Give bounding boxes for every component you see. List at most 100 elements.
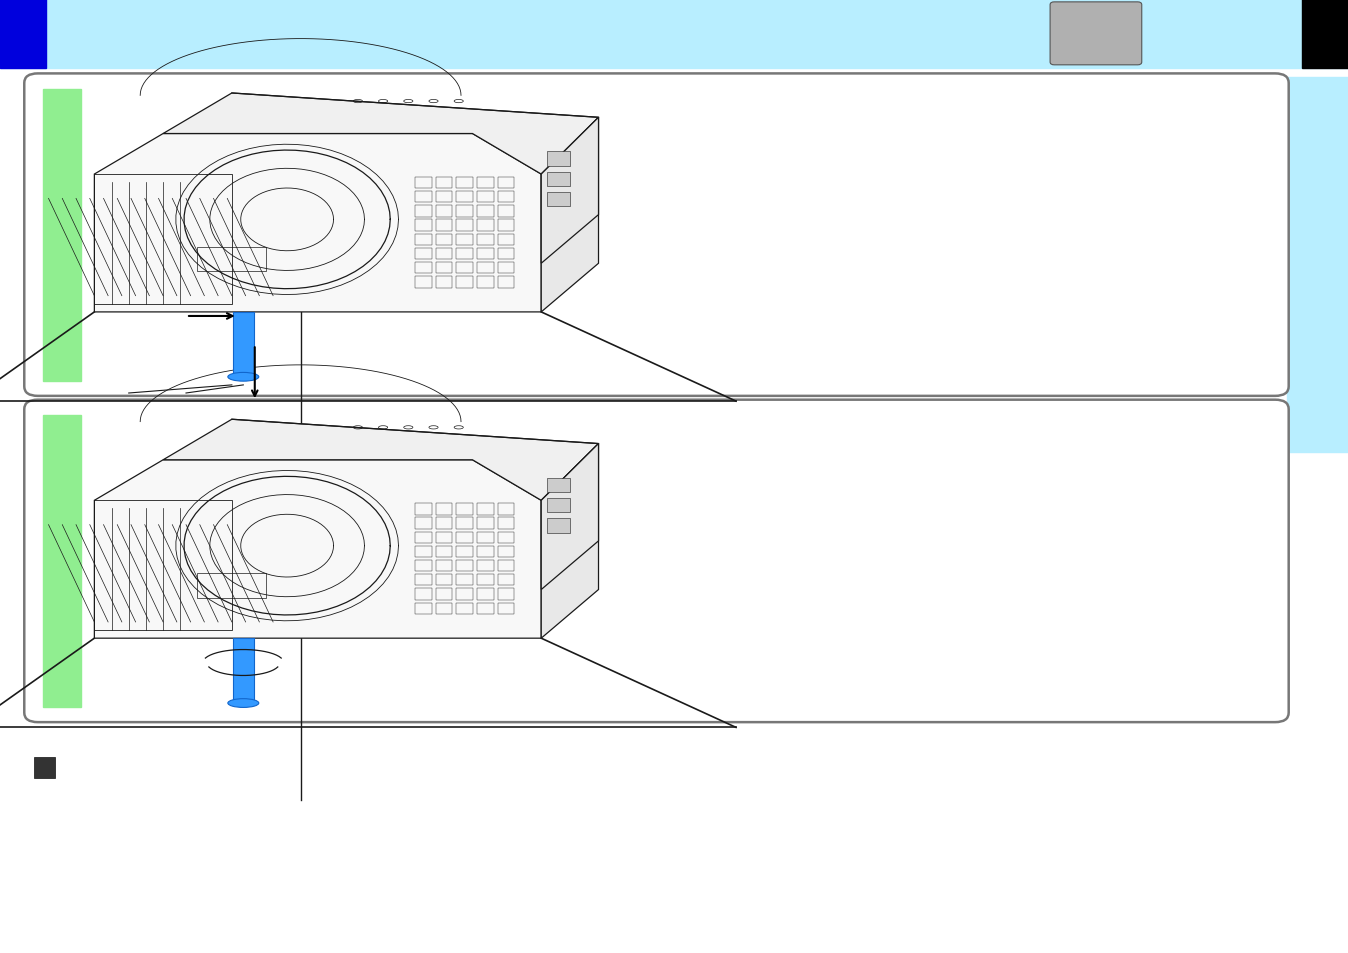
Polygon shape — [94, 134, 542, 313]
Bar — [477, 263, 493, 274]
Bar — [233, 313, 253, 377]
Bar — [1302, 0, 1348, 69]
Bar — [415, 206, 431, 217]
Bar — [435, 517, 453, 529]
Bar — [457, 575, 473, 586]
Bar — [497, 177, 514, 189]
Bar — [477, 234, 493, 246]
Bar — [43, 416, 81, 707]
Bar — [435, 263, 453, 274]
Bar — [477, 603, 493, 614]
Bar — [198, 248, 267, 273]
Bar — [198, 574, 267, 598]
Bar — [435, 546, 453, 558]
Bar — [435, 277, 453, 288]
Bar — [457, 560, 473, 572]
Bar — [435, 192, 453, 203]
Bar — [435, 589, 453, 600]
Bar — [43, 90, 81, 381]
Bar — [547, 478, 570, 493]
Bar — [415, 263, 431, 274]
Bar — [457, 503, 473, 515]
Bar — [497, 603, 514, 614]
Bar — [477, 192, 493, 203]
Bar — [477, 177, 493, 189]
Bar — [547, 172, 570, 187]
Bar — [435, 560, 453, 572]
Bar — [497, 249, 514, 260]
Bar — [457, 603, 473, 614]
Bar — [415, 546, 431, 558]
Bar — [497, 206, 514, 217]
Bar — [477, 575, 493, 586]
Polygon shape — [542, 444, 599, 590]
Ellipse shape — [228, 373, 259, 382]
Bar — [497, 277, 514, 288]
Bar — [415, 177, 431, 189]
Bar — [477, 517, 493, 529]
Bar — [415, 220, 431, 232]
Bar — [497, 517, 514, 529]
Ellipse shape — [228, 699, 259, 708]
Bar — [1287, 78, 1348, 453]
Bar — [497, 589, 514, 600]
Bar — [547, 518, 570, 533]
Bar — [497, 532, 514, 543]
Bar — [457, 192, 473, 203]
Bar — [457, 532, 473, 543]
Bar — [457, 220, 473, 232]
Bar — [457, 277, 473, 288]
Bar — [435, 603, 453, 614]
Bar — [435, 206, 453, 217]
Bar — [415, 192, 431, 203]
Polygon shape — [94, 460, 542, 639]
Polygon shape — [542, 118, 599, 313]
Bar — [415, 589, 431, 600]
Bar — [435, 532, 453, 543]
Bar — [547, 498, 570, 513]
Bar — [497, 503, 514, 515]
Bar — [477, 206, 493, 217]
Bar — [457, 249, 473, 260]
Bar — [477, 546, 493, 558]
Bar — [457, 546, 473, 558]
Bar — [0, 0, 46, 69]
Bar — [477, 560, 493, 572]
Polygon shape — [542, 118, 599, 264]
Bar — [415, 277, 431, 288]
Bar — [477, 589, 493, 600]
Bar — [435, 503, 453, 515]
Bar — [497, 234, 514, 246]
Bar — [415, 603, 431, 614]
Bar — [497, 575, 514, 586]
Bar — [497, 220, 514, 232]
Bar — [477, 532, 493, 543]
FancyBboxPatch shape — [1050, 3, 1142, 66]
Bar — [415, 532, 431, 543]
Bar — [547, 193, 570, 207]
Bar — [435, 575, 453, 586]
Bar — [497, 192, 514, 203]
Bar — [497, 546, 514, 558]
Polygon shape — [542, 444, 599, 639]
Bar — [233, 639, 253, 703]
Bar — [477, 249, 493, 260]
Bar — [435, 177, 453, 189]
Polygon shape — [163, 419, 599, 500]
Bar — [457, 177, 473, 189]
Bar — [457, 517, 473, 529]
Bar — [435, 234, 453, 246]
Bar — [415, 503, 431, 515]
Bar — [457, 206, 473, 217]
Bar — [435, 249, 453, 260]
Bar — [547, 152, 570, 167]
Bar — [457, 263, 473, 274]
Bar — [415, 234, 431, 246]
Bar — [497, 263, 514, 274]
Bar — [415, 517, 431, 529]
Bar — [415, 575, 431, 586]
Bar — [497, 560, 514, 572]
Bar — [435, 220, 453, 232]
FancyBboxPatch shape — [24, 400, 1289, 722]
Bar — [0, 0, 1348, 69]
